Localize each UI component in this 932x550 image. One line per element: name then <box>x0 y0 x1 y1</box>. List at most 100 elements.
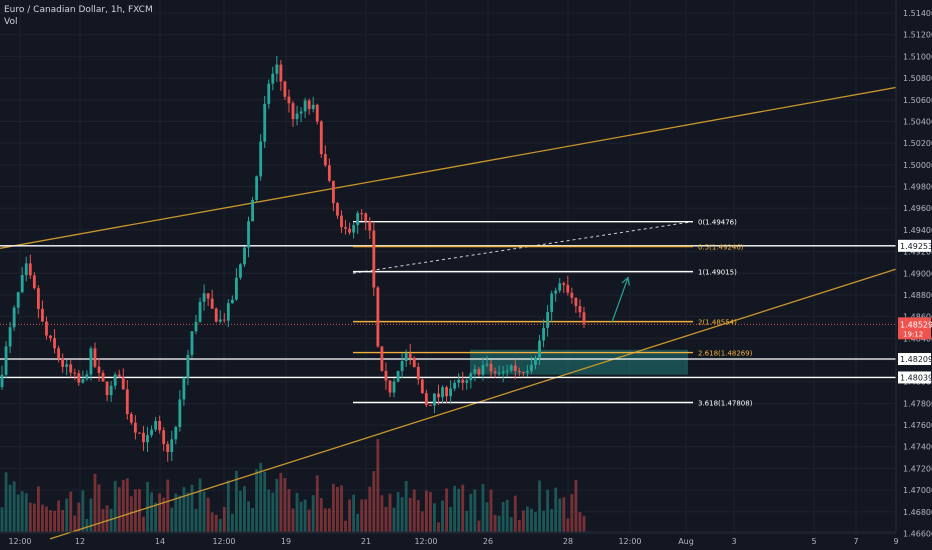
candle-body <box>457 379 461 383</box>
time-tick-label: 3 <box>731 537 736 546</box>
volume-bar <box>49 510 52 532</box>
candle-body <box>243 247 246 265</box>
fib-level-label: 0.5(1.49246) <box>698 244 744 252</box>
volume-bar <box>150 492 153 532</box>
price-tick-label: 1.51000 <box>903 52 932 61</box>
candle-body <box>239 264 242 278</box>
candle-body <box>562 283 566 285</box>
current-price-label: 1.48529 <box>900 320 932 329</box>
candle-body <box>469 373 473 381</box>
candle-body <box>210 298 214 309</box>
fib-level-label: 2.618(1.48269) <box>698 350 753 358</box>
candle-body <box>65 364 69 367</box>
volume-bar <box>562 497 566 532</box>
price-axis[interactable]: 1.51400 1.51200 1.51000 1.50800 1.50600 1.504… <box>895 0 932 550</box>
price-tick-label: 1.47400 <box>903 443 932 452</box>
volume-bar <box>206 497 210 532</box>
volume-bar <box>489 489 493 532</box>
candle-body <box>404 353 408 361</box>
candle-body <box>400 360 404 372</box>
time-tick-label: 5 <box>811 537 816 546</box>
horizontal-levels[interactable] <box>0 245 896 379</box>
candle-body <box>97 366 101 373</box>
candle-body <box>41 308 44 322</box>
volume-bar <box>509 517 513 532</box>
volume-bar <box>582 515 586 532</box>
volume-bar <box>251 508 255 532</box>
candle-body <box>271 73 275 84</box>
chart-legend: Euro / Canadian Dollar, 1h, FXCM Vol <box>4 4 153 28</box>
volume-bar <box>364 499 368 532</box>
volume-bar <box>190 484 194 532</box>
volume-bar <box>214 514 218 532</box>
volume-bar <box>408 497 412 532</box>
volume-bar <box>182 487 186 532</box>
volume-bar <box>441 500 444 532</box>
volume-bar <box>239 490 242 532</box>
candle-body <box>295 113 299 120</box>
candle-body <box>360 213 364 215</box>
candle-body <box>574 297 578 306</box>
candle-body <box>550 293 554 313</box>
fibonacci-extension[interactable]: 0(1.49476) 0.5(1.49246) 1(1.49015) 2(1.4855… <box>352 219 753 408</box>
volume-bar <box>291 508 295 532</box>
level-tag <box>898 239 931 252</box>
price-tick-label: 1.48600 <box>903 313 932 322</box>
candle-body <box>57 348 61 359</box>
volume-bar <box>202 491 206 532</box>
price-tick-label: 1.49200 <box>903 248 932 257</box>
fib-level-label: 3.618(1.47808) <box>698 400 753 408</box>
candle-body <box>356 213 360 226</box>
candle-body <box>69 364 73 373</box>
volume-bar <box>243 486 246 532</box>
candle-body <box>323 154 327 166</box>
volume-indicator-label[interactable]: Vol <box>4 17 18 27</box>
projection-arrow[interactable] <box>611 276 630 323</box>
volume-bar <box>356 513 360 532</box>
volume-bar <box>428 492 432 532</box>
candle-body <box>53 338 56 349</box>
candle-body <box>331 180 335 204</box>
volume-bar <box>303 499 307 532</box>
volume-bar <box>174 493 178 532</box>
volume-bar <box>125 478 129 532</box>
candle-body <box>348 228 351 233</box>
volume-bar <box>505 499 509 532</box>
volume-bar <box>534 511 537 532</box>
volume-bar <box>170 507 174 532</box>
volume-bar <box>154 502 158 532</box>
candle-body <box>267 83 271 104</box>
volume-bar <box>101 508 105 532</box>
volume-bar <box>36 486 40 532</box>
volume-bar <box>105 505 109 532</box>
volume-bar <box>235 470 238 532</box>
price-tick-label: 1.48800 <box>903 291 932 300</box>
candle-body <box>481 365 485 375</box>
candle-body <box>218 319 222 322</box>
candle-body <box>101 372 105 382</box>
volume-bar <box>513 495 517 532</box>
candle-body <box>174 427 178 440</box>
symbol-title[interactable]: Euro / Canadian Dollar, 1h, FXCM <box>4 5 153 15</box>
candle-body <box>497 372 501 374</box>
candle-body <box>445 387 448 397</box>
candle-body <box>493 371 497 374</box>
volume-bar <box>574 479 578 532</box>
price-tick-label: 1.50600 <box>903 96 932 105</box>
volume-bar <box>45 506 48 532</box>
price-tick-label: 1.50200 <box>903 139 932 148</box>
trendlines[interactable] <box>0 86 901 540</box>
volume-bar <box>198 478 202 532</box>
candle-body <box>352 225 356 233</box>
volume-bar <box>226 480 230 532</box>
volume-bar <box>566 518 570 532</box>
volume-bar <box>424 490 428 532</box>
candle-body <box>542 327 545 341</box>
candle-body <box>396 371 400 382</box>
volume-bar <box>331 483 335 532</box>
price-tick-label: 1.46800 <box>903 508 932 517</box>
time-axis[interactable]: 12:00 12 14 12:00 19 21 12:00 26 28 12:00 Aug 3 5 7 9 <box>0 531 899 546</box>
volume-bar <box>497 515 501 532</box>
candle-body <box>77 373 81 383</box>
